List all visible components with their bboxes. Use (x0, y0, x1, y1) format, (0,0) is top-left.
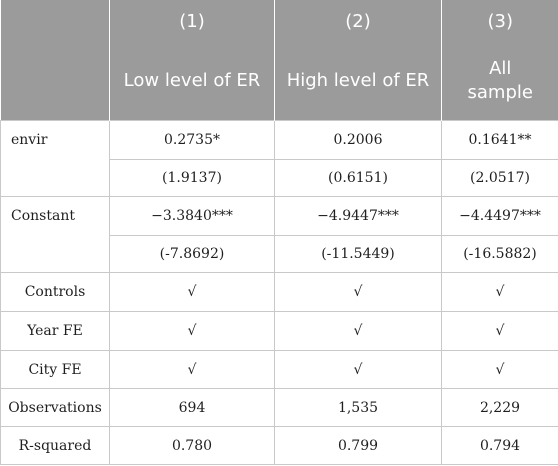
table-row: R-squared 0.780 0.799 0.794 (0, 426, 558, 465)
table-body: envir 0.2735* 0.2006 0.1641** (1.9137) (… (0, 120, 558, 465)
checkmark-cell: √ (274, 311, 442, 351)
row-label-r-squared: R-squared (0, 426, 110, 465)
table-header: (1) (2) (3) Low level of ER High level o… (0, 0, 558, 121)
column-number: (1) (109, 0, 275, 42)
table-cell: (-11.5449) (274, 235, 442, 273)
table-cell: −4.4497*** (441, 196, 558, 236)
table-row: Constant −3.3840*** −4.9447*** −4.4497**… (0, 196, 558, 236)
table-cell: (0.6151) (274, 159, 442, 197)
checkmark-cell: √ (441, 311, 558, 351)
row-label-constant: Constant (0, 196, 110, 236)
checkmark-cell: √ (441, 272, 558, 312)
header-row-titles: Low level of ER High level of ER All sam… (0, 42, 558, 121)
column-title: High level of ER (274, 42, 442, 121)
table-row: (-7.8692) (-11.5449) (-16.5882) (0, 235, 558, 273)
table-cell: (-16.5882) (441, 235, 558, 273)
column-title: All sample (441, 42, 558, 121)
row-label-controls: Controls (0, 272, 110, 312)
column-number: (2) (274, 0, 442, 42)
column-number: (3) (441, 0, 558, 42)
checkmark-cell: √ (109, 350, 275, 389)
checkmark-cell: √ (274, 272, 442, 312)
table-cell: (-7.8692) (109, 235, 275, 273)
table-cell: 1,535 (274, 388, 442, 427)
table-cell: (2.0517) (441, 159, 558, 197)
table-cell: 0.780 (109, 426, 275, 465)
table-row: envir 0.2735* 0.2006 0.1641** (0, 120, 558, 160)
header-row-numbers: (1) (2) (3) (0, 0, 558, 42)
table-cell: −3.3840*** (109, 196, 275, 236)
table-cell: 0.799 (274, 426, 442, 465)
row-label-envir: envir (0, 120, 110, 160)
checkmark-cell: √ (109, 311, 275, 351)
table-row: Observations 694 1,535 2,229 (0, 388, 558, 427)
table-row: Year FE √ √ √ (0, 311, 558, 351)
table-row: City FE √ √ √ (0, 350, 558, 389)
table-cell: 0.2735* (109, 120, 275, 160)
row-label-empty (0, 235, 110, 273)
row-label-city-fe: City FE (0, 350, 110, 389)
table-cell: 2,229 (441, 388, 558, 427)
table-cell: 0.2006 (274, 120, 442, 160)
header-corner (0, 0, 110, 42)
column-title: Low level of ER (109, 42, 275, 121)
table-row: Controls √ √ √ (0, 272, 558, 312)
table-cell: 0.1641** (441, 120, 558, 160)
table-cell: 0.794 (441, 426, 558, 465)
table-cell: 694 (109, 388, 275, 427)
checkmark-cell: √ (109, 272, 275, 312)
table-cell: (1.9137) (109, 159, 275, 197)
row-label-observations: Observations (0, 388, 110, 427)
table-row: (1.9137) (0.6151) (2.0517) (0, 159, 558, 197)
checkmark-cell: √ (441, 350, 558, 389)
row-label-empty (0, 159, 110, 197)
row-label-year-fe: Year FE (0, 311, 110, 351)
header-corner (0, 42, 110, 121)
checkmark-cell: √ (274, 350, 442, 389)
table-cell: −4.9447*** (274, 196, 442, 236)
